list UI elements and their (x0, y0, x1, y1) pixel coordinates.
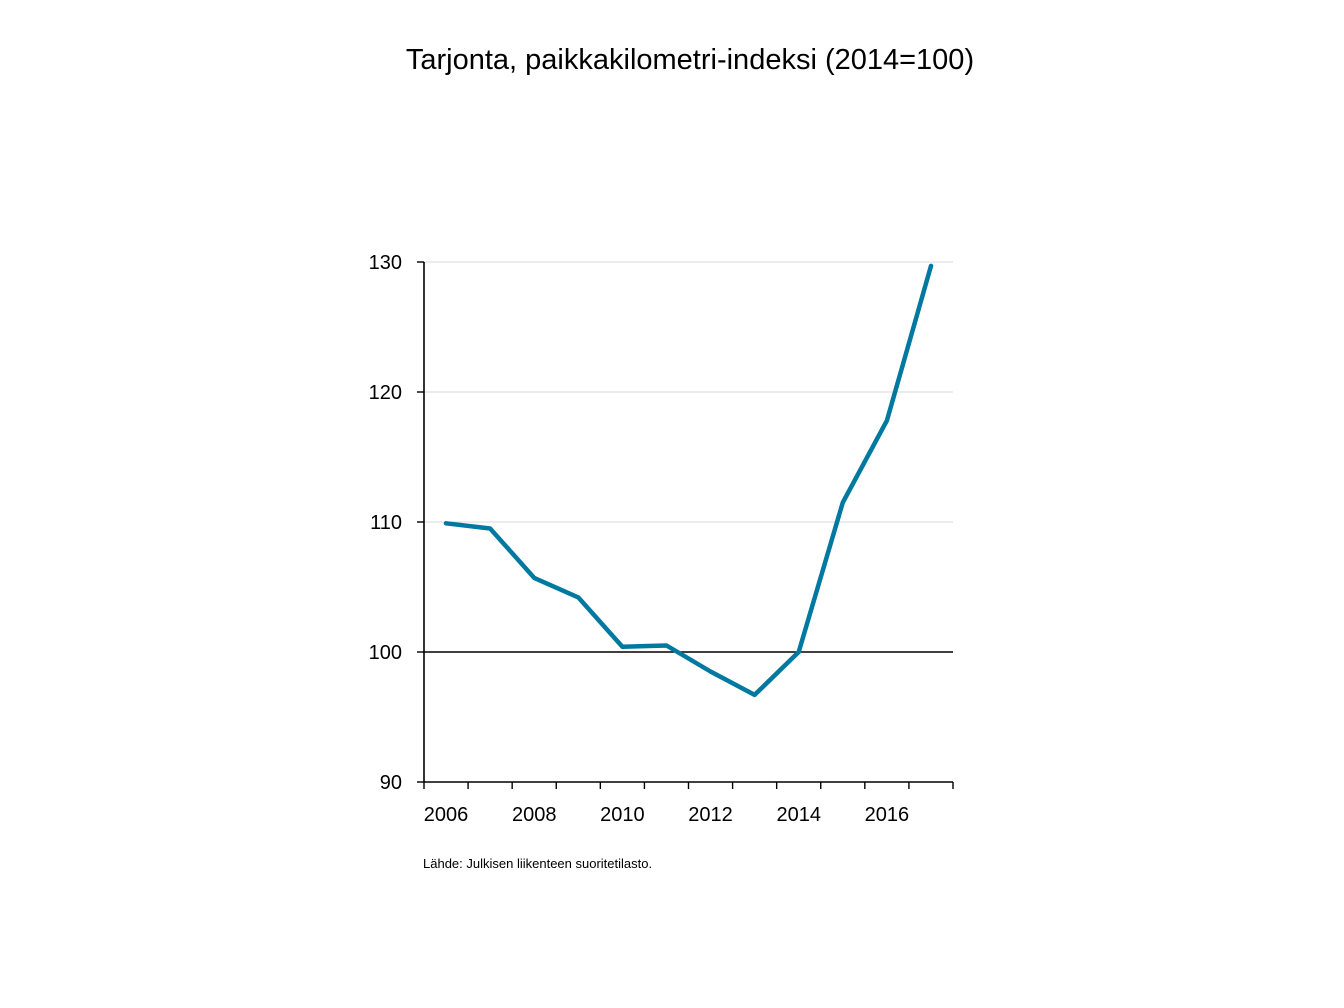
source-note: Lähde: Julkisen liikenteen suoritetilast… (423, 856, 653, 871)
data-point (576, 595, 580, 599)
y-tick-label: 100 (369, 642, 402, 664)
data-point (664, 643, 668, 647)
data-point (752, 693, 756, 697)
tick-labels: 90 100 110 120 130 2006 2008 2010 2012 2014 2016 (369, 252, 910, 826)
y-tick-label: 90 (380, 772, 402, 794)
chart-title: Tarjonta, paikkakilometri-indeksi (2014=… (405, 44, 975, 76)
y-tick-label: 130 (369, 252, 402, 274)
data-point (532, 576, 536, 580)
x-tick-label: 2014 (776, 804, 821, 826)
axes (417, 261, 954, 789)
gridlines (424, 261, 953, 523)
data-point (708, 669, 712, 673)
x-tick-label: 2006 (424, 804, 469, 826)
data-point (488, 526, 492, 530)
x-tick-label: 2008 (512, 804, 557, 826)
series-line-0 (443, 263, 934, 698)
x-tick-label: 2016 (865, 804, 910, 826)
y-tick-label: 120 (369, 382, 402, 404)
data-point (620, 645, 624, 649)
series-layer (443, 263, 934, 698)
data-point (929, 264, 933, 268)
data-point (841, 500, 845, 504)
x-tick-label: 2010 (600, 804, 645, 826)
data-point (885, 418, 889, 422)
data-point (797, 650, 801, 654)
y-tick-label: 110 (370, 512, 402, 534)
x-tick-label: 2012 (688, 804, 733, 826)
data-point (444, 521, 448, 525)
